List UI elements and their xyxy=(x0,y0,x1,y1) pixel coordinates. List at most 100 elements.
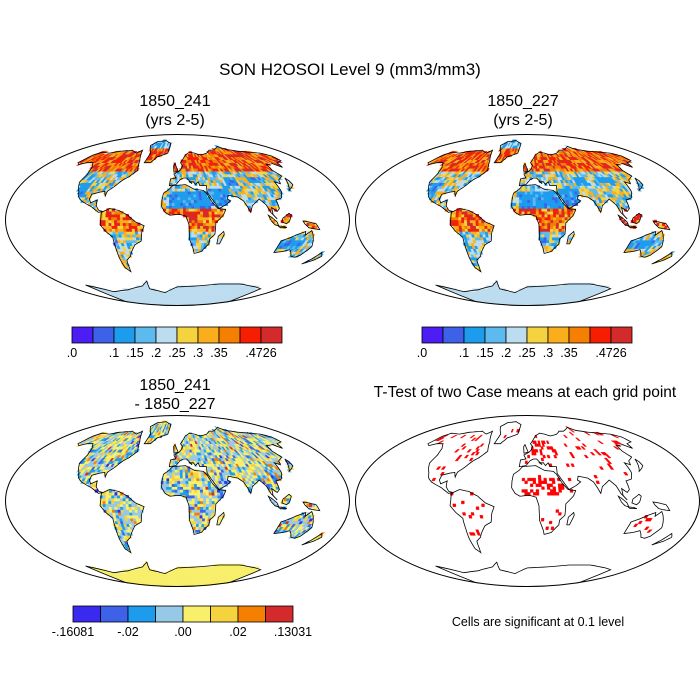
panel-2-cell xyxy=(461,219,465,224)
panel-1-cell xyxy=(286,216,290,221)
panel-1-cell xyxy=(185,194,189,198)
panel-2-cell xyxy=(567,214,571,218)
panel-1-cell xyxy=(177,199,181,204)
panel-2-cell xyxy=(538,216,543,221)
panel-2-cell xyxy=(550,211,554,215)
panel-2-cell xyxy=(552,208,557,212)
panel-1-cell xyxy=(193,202,198,206)
panel-1-cell xyxy=(188,196,192,201)
panel-2-cell xyxy=(547,219,551,224)
panel-2-cell xyxy=(546,205,551,209)
panel-1-coastline-new-guinea xyxy=(302,220,321,231)
panel-1-cell xyxy=(168,208,173,212)
panel-1-cell xyxy=(122,222,127,226)
panel-2-cell xyxy=(551,236,556,241)
panel-2-cell xyxy=(464,214,468,218)
panel-2-cell xyxy=(513,194,518,198)
panel-2-cell xyxy=(481,231,486,235)
panel-2-cell xyxy=(561,225,565,229)
panel-2-cell xyxy=(557,202,562,206)
panel-2-cell xyxy=(549,234,553,238)
figure-title: SON H2OSOI Level 9 (mm3/mm3) xyxy=(219,60,481,79)
panel-2-cell xyxy=(484,225,488,229)
panel-1-cell xyxy=(180,205,184,209)
panel-1-cell xyxy=(185,199,189,204)
panel-1-cell xyxy=(131,228,136,232)
panel-2-cell xyxy=(532,208,537,212)
panel-2-cell xyxy=(469,216,474,221)
panel-1-cell xyxy=(119,225,124,229)
panel-1-cell xyxy=(205,208,210,212)
panel-2-cell xyxy=(484,222,488,226)
panel-1-cell xyxy=(177,194,181,198)
panel-1-cell xyxy=(196,205,201,209)
panel-2-cell xyxy=(555,216,560,221)
panel-2-cell xyxy=(475,225,480,229)
panel-1-cell xyxy=(200,214,204,218)
panel-2-cell xyxy=(543,199,548,204)
panel-2-cell xyxy=(527,202,531,206)
panel-1-cell xyxy=(179,194,184,198)
panel-2-cell xyxy=(547,208,551,212)
panel-2-cell xyxy=(484,228,489,232)
panel-2-cell xyxy=(535,202,539,206)
panel-2-cell xyxy=(516,202,520,206)
panel-1-cell xyxy=(208,228,212,232)
panel-1-cell xyxy=(179,199,184,204)
panel-2-cell xyxy=(543,202,548,206)
panel-1-cell xyxy=(185,208,190,212)
panel-1-cell xyxy=(208,225,213,229)
panel-1-cell xyxy=(182,208,187,212)
panel-2-cell xyxy=(532,205,537,209)
panel-1-cell xyxy=(188,202,192,206)
panel-1-cell xyxy=(111,225,116,229)
panel-2-cell xyxy=(541,205,545,209)
panel-1-cell xyxy=(203,194,208,198)
panel-2-cell xyxy=(521,194,526,198)
panel-2-cell xyxy=(544,228,548,232)
panel-2-cell xyxy=(516,196,520,201)
panel-1-cell xyxy=(203,219,207,224)
panel-2-cell xyxy=(555,231,559,235)
panel-1-cell xyxy=(196,234,201,238)
panel-2-cell xyxy=(541,216,546,221)
panel-1-cell xyxy=(191,205,195,209)
panel-1-map-border xyxy=(5,134,350,306)
panel-1-cell xyxy=(174,179,178,183)
panel-1-cell xyxy=(208,214,213,218)
panel-1-cell xyxy=(204,202,209,206)
panel-2-cell xyxy=(541,202,545,206)
panel-1-cell xyxy=(171,208,175,212)
panel-1-cell xyxy=(191,208,195,212)
panel-2-cell xyxy=(557,199,562,204)
panel-2-cell xyxy=(561,208,565,212)
panel-1-cell xyxy=(283,219,288,224)
panel-2-cell xyxy=(540,239,545,244)
panel-2-cell xyxy=(455,211,460,215)
panel-2-cell xyxy=(458,219,462,224)
panel-2-cell xyxy=(538,222,543,226)
panel-1-cell xyxy=(199,202,203,206)
panel-2-cell xyxy=(558,208,562,212)
panel-1-cell xyxy=(194,228,198,232)
panel-2-cell xyxy=(522,188,526,192)
panel-2-cell xyxy=(470,228,474,232)
panel-2-cell xyxy=(469,225,474,229)
panel-2-cell xyxy=(547,225,551,229)
panel-2-cell xyxy=(552,228,557,232)
panel-2-cell xyxy=(452,222,457,226)
panel-2-cell xyxy=(554,202,559,206)
panel-2-cell xyxy=(529,196,534,201)
panel-1-cell xyxy=(188,208,192,212)
panel-2-cell xyxy=(555,214,560,218)
panel-1-cell xyxy=(188,199,192,204)
panel-2-cell xyxy=(521,191,526,195)
panel-2-cell xyxy=(543,234,548,238)
panel-1-cell xyxy=(190,239,195,244)
panel-1-cell xyxy=(174,194,178,198)
panel-1-cell xyxy=(179,173,183,178)
panel-1-cell xyxy=(128,228,133,232)
panel-2-cell xyxy=(541,211,545,215)
panel-1-cell xyxy=(119,219,124,224)
panel-2-cell xyxy=(521,211,525,215)
